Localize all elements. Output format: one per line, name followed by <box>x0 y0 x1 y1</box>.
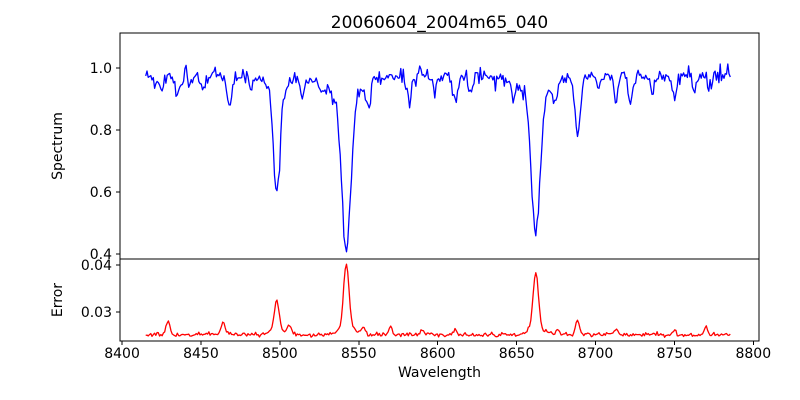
spectrum-ytick-label: 0.4 <box>90 247 112 263</box>
x-axis-label: Wavelength <box>397 365 482 381</box>
xtick-label: 8800 <box>735 346 771 362</box>
x-axis-ticks: 8400 8450 8500 8550 8600 8650 8700 8750 8800 <box>104 341 771 362</box>
error-panel: 0.03 0.04 <box>81 258 760 342</box>
spectrum-panel: 0.4 0.6 0.8 1.0 <box>90 32 760 263</box>
error-line <box>145 263 731 338</box>
xtick-label: 8500 <box>262 346 298 362</box>
spectrum-line <box>145 63 731 253</box>
error-axes-frame <box>119 258 760 342</box>
error-y-axis-label: Error <box>50 282 66 318</box>
xtick-label: 8750 <box>657 346 693 362</box>
xtick-label: 8650 <box>499 346 535 362</box>
spectrum-axes-frame <box>119 32 760 260</box>
xtick-label: 8550 <box>341 346 377 362</box>
xtick-label: 8400 <box>104 346 140 362</box>
xtick-label: 8600 <box>420 346 456 362</box>
xtick-label: 8700 <box>578 346 614 362</box>
spectrum-y-axis-label: Spectrum <box>50 112 66 180</box>
error-ytick-label: 0.03 <box>81 305 112 321</box>
error-ytick-label: 0.04 <box>81 258 112 274</box>
xtick-label: 8450 <box>183 346 219 362</box>
spectrum-ytick-label: 1.0 <box>90 61 112 77</box>
spectrum-ytick-label: 0.6 <box>90 185 112 201</box>
spectrum-ytick-label: 0.8 <box>90 123 112 139</box>
chart-title: 20060604_2004m65_040 <box>330 13 549 33</box>
